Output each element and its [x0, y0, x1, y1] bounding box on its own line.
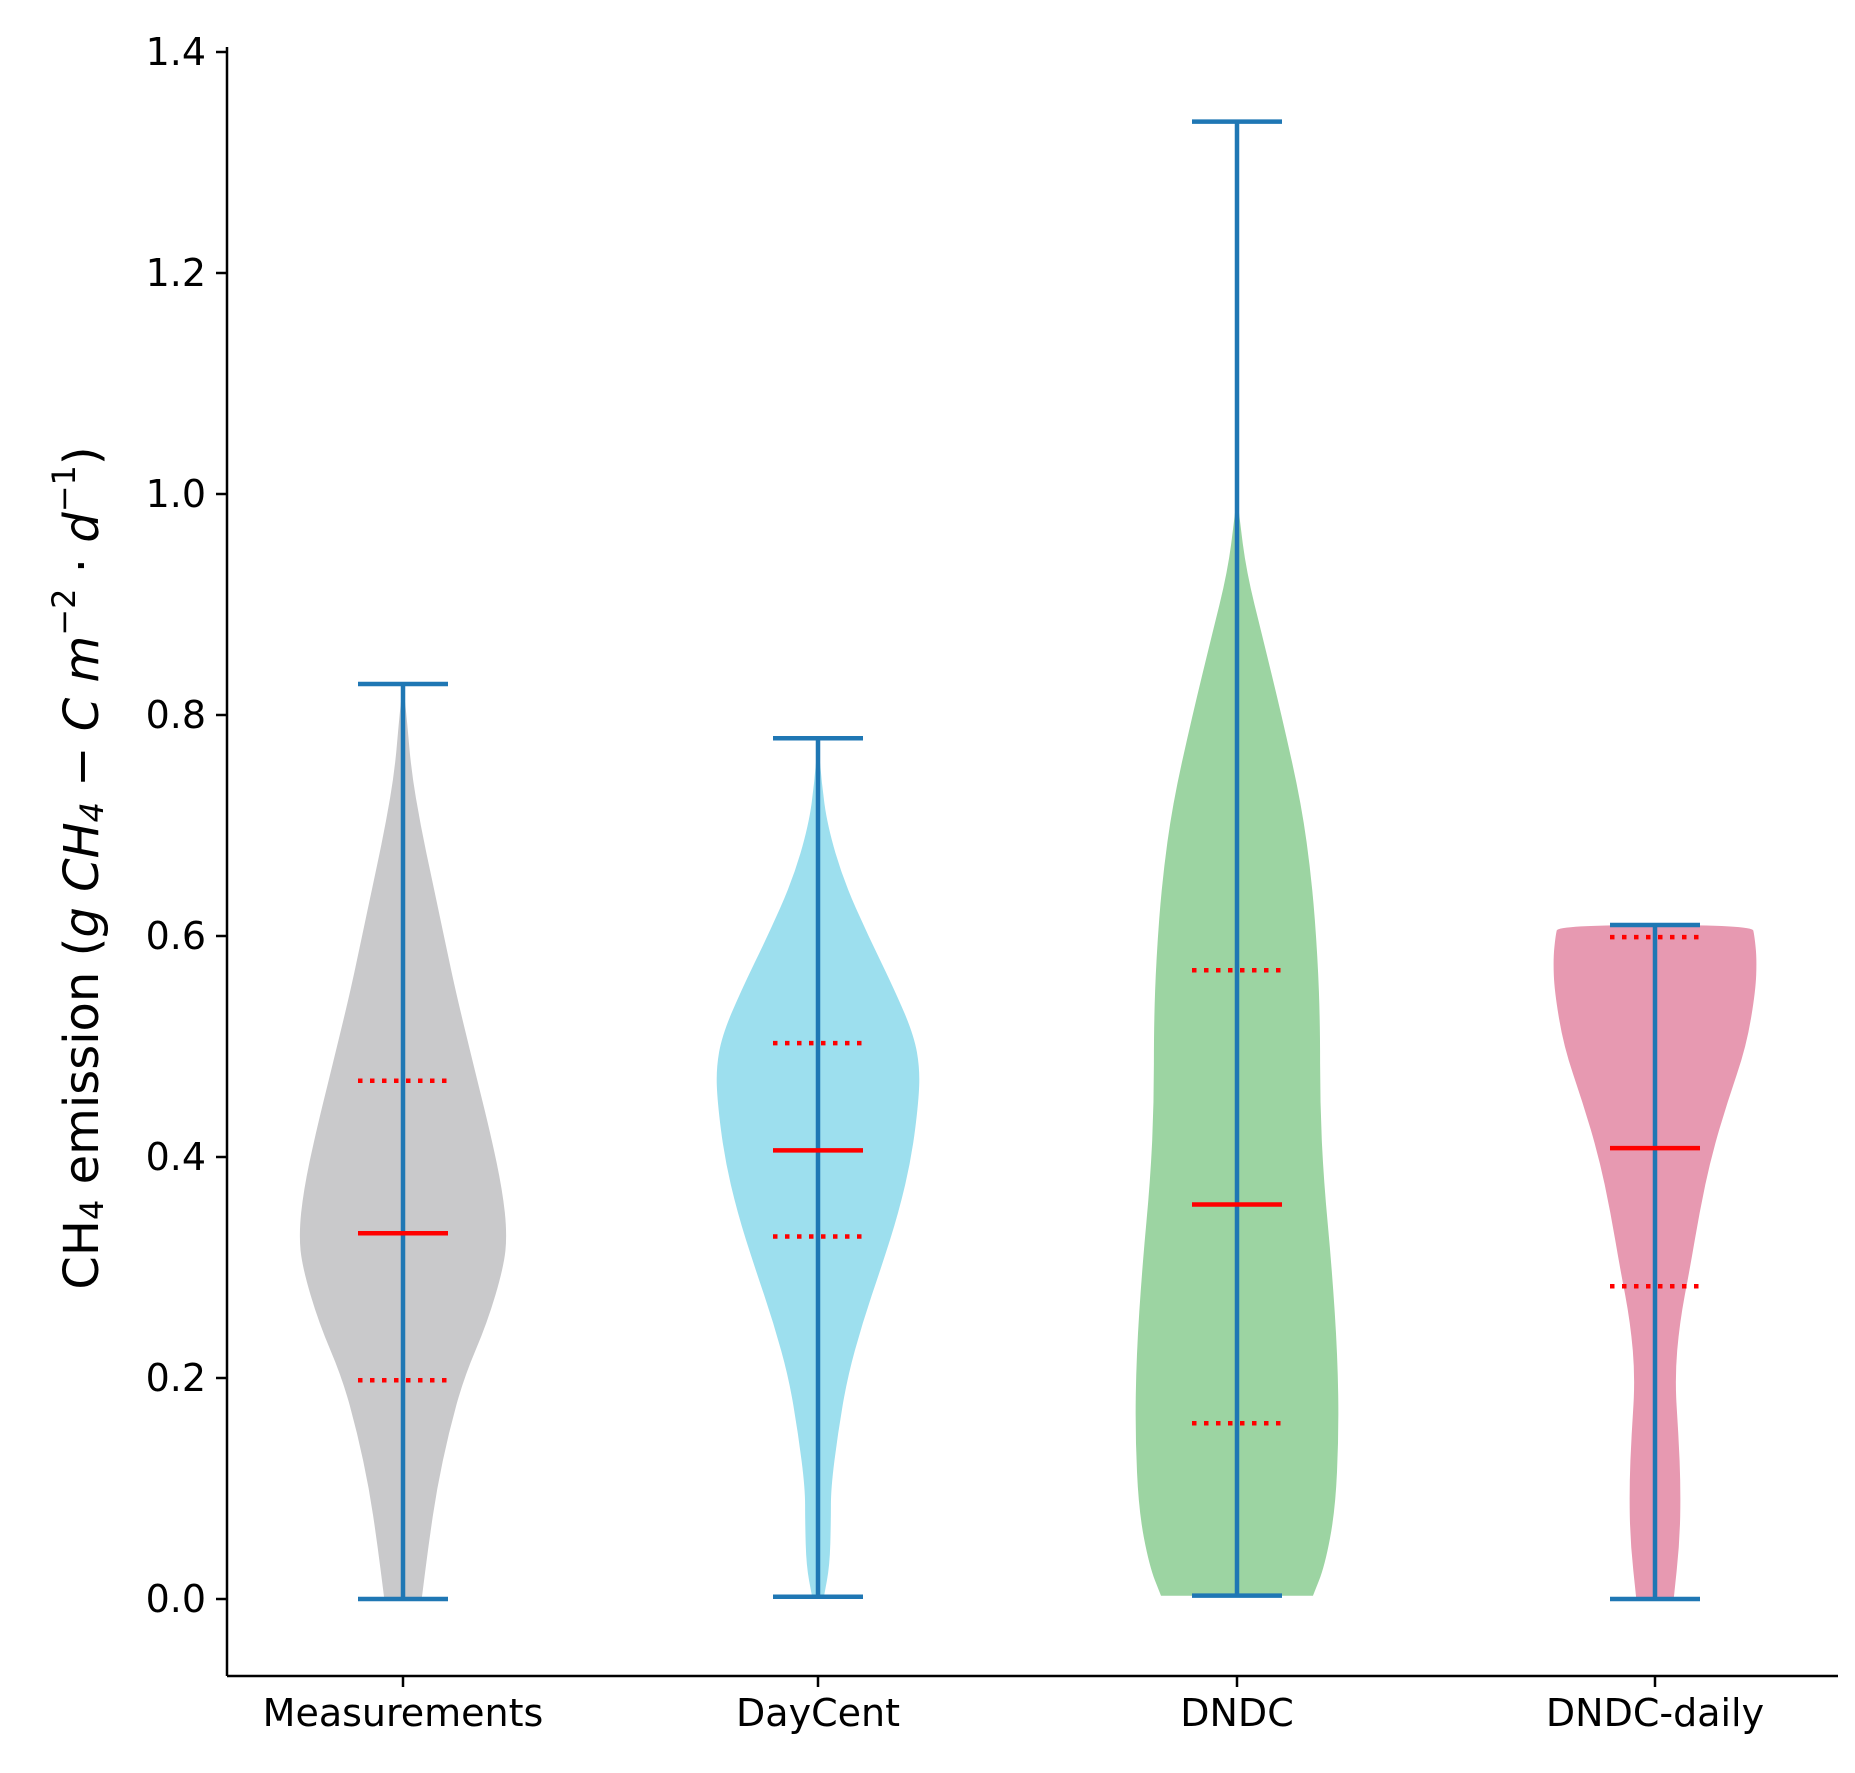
- y-tick-label-6: 1.2: [146, 251, 206, 295]
- y-tick-label-1: 0.2: [146, 1356, 206, 1400]
- y-tick-label-4: 0.8: [146, 693, 206, 737]
- y-tick-label-3: 0.6: [146, 914, 206, 958]
- x-tick-label-measurements: Measurements: [263, 1691, 544, 1735]
- y-tick-label-7: 1.4: [146, 30, 206, 74]
- y-tick-label-5: 1.0: [146, 472, 206, 516]
- y-ticks: 0.0 0.2 0.4 0.6 0.8 1.0 1.2 1.4: [146, 30, 227, 1621]
- y-axis-label: CH4 emission (g CH4 − C m−2 · d−1): [45, 446, 111, 1289]
- axes: [225, 47, 1838, 1678]
- violin-bodies: [299, 494, 1757, 1599]
- x-tick-label-dndc-daily: DNDC-daily: [1546, 1691, 1764, 1735]
- x-ticks: Measurements DayCent DNDC DNDC-daily: [263, 1676, 1764, 1735]
- y-tick-label-0: 0.0: [146, 1577, 206, 1621]
- x-tick-label-dndc: DNDC: [1180, 1691, 1293, 1735]
- violin-statistics: [358, 119, 1700, 1602]
- x-tick-label-daycent: DayCent: [736, 1691, 900, 1735]
- y-tick-label-2: 0.4: [146, 1135, 206, 1179]
